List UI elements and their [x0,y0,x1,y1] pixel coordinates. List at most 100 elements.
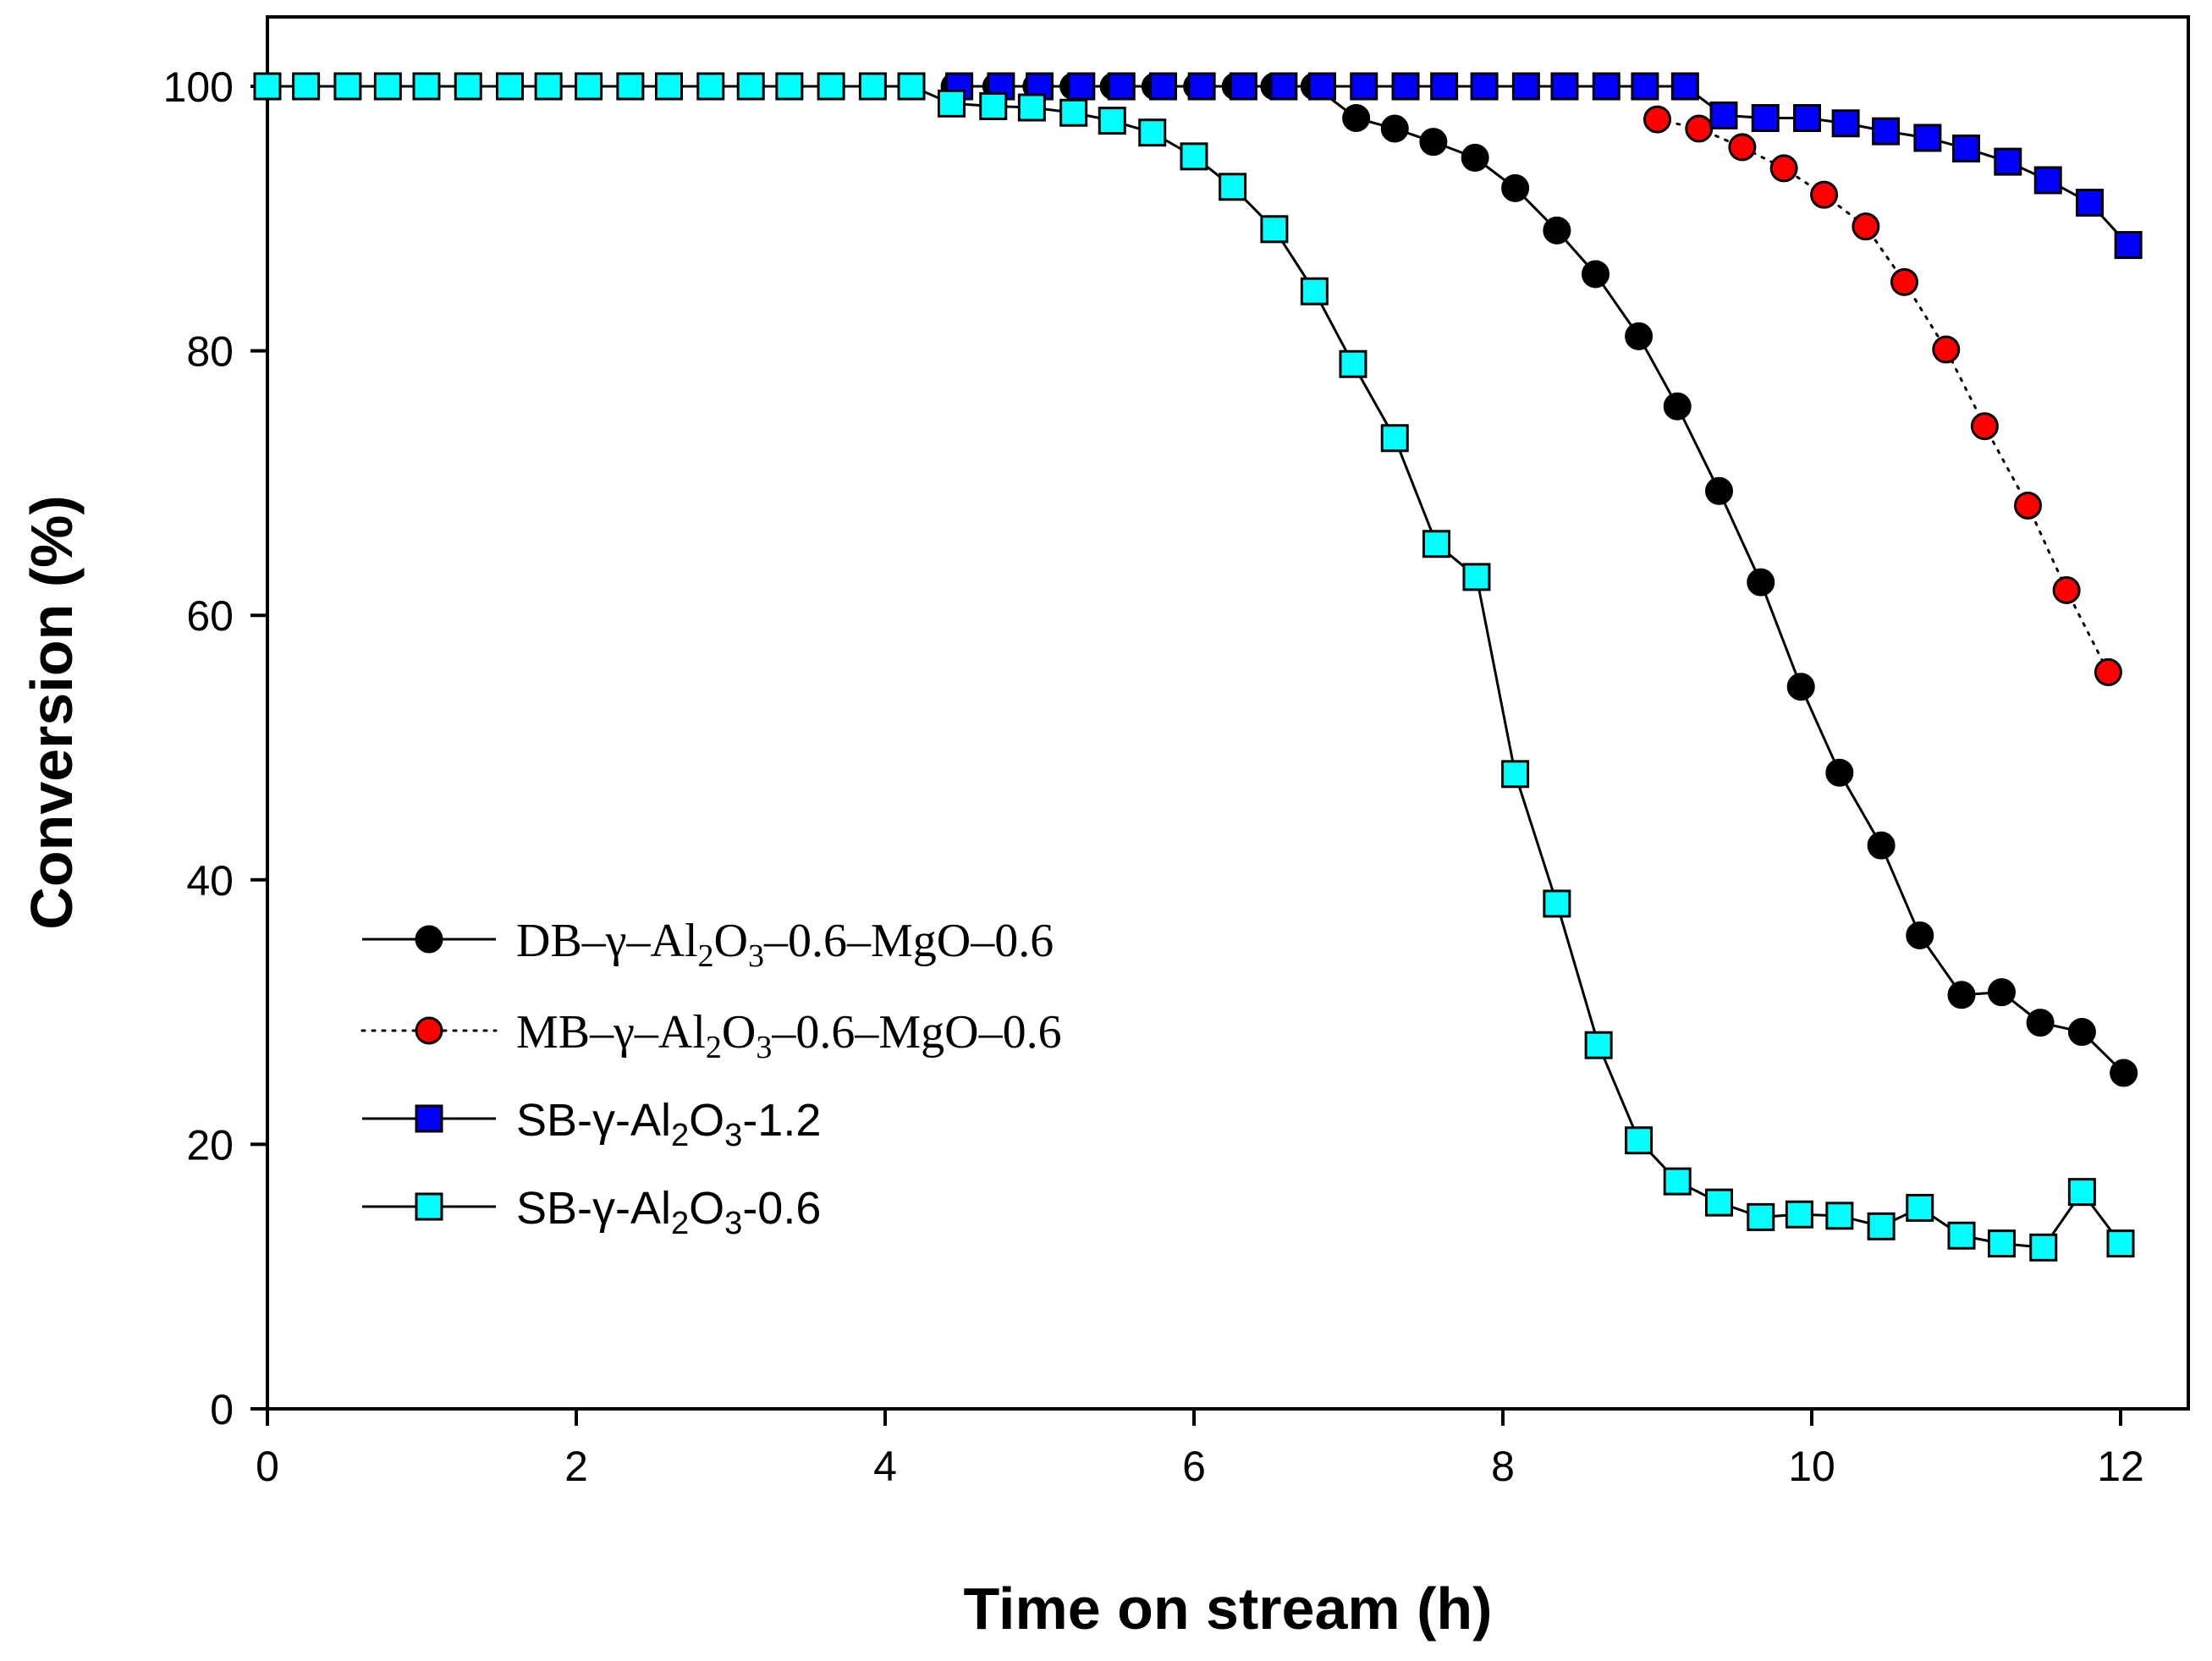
data-point [1067,72,1096,101]
legend-subscript: 2 [671,1206,689,1241]
data-point [1260,215,1289,244]
data-point [775,72,804,101]
series-line [955,85,2125,1075]
data-point [1970,412,1999,441]
data-point [2033,166,2062,195]
legend-text-part: SB-γ-Al [516,1095,671,1146]
data-point [1793,104,1822,133]
data-point [2052,576,2081,605]
data-point [1825,758,1854,787]
legend-text-part: O [689,1183,724,1234]
data-point [1952,134,1980,162]
data-point [253,72,282,101]
data-point [1307,72,1336,101]
data-point [1501,760,1530,789]
x-tick-label: 12 [2097,1443,2144,1490]
data-point [1187,72,1216,101]
legend-subscript: 3 [748,938,764,974]
data-point [1670,72,1699,101]
data-point [1461,143,1489,172]
data-point [1138,118,1167,147]
legend-text-part: O [689,1095,724,1146]
data-point [1747,568,1775,597]
legend-text-part: DB–γ–Al [516,915,698,967]
axes: 0 2 4 6 8 10 12 0 20 40 60 80 100 [163,63,2144,1490]
legend-marker [415,1016,443,1045]
data-point [1987,978,2016,1007]
legend-subscript: 2 [706,1030,722,1065]
data-point [1300,277,1329,305]
legend-marker [415,1104,443,1133]
data-point [1785,1200,1813,1229]
data-point [2110,1059,2138,1087]
data-point [1219,173,1247,201]
data-point [1462,563,1491,591]
data-point [1867,831,1896,860]
data-point [1380,424,1409,453]
data-point [655,72,683,101]
series-line [1656,118,2110,674]
data-point [2076,189,2104,217]
x-tick-label: 2 [564,1443,588,1490]
x-axis-title: Time on stream (h) [964,1576,1493,1642]
x-tick-label: 6 [1182,1443,1206,1490]
data-point [1994,147,2022,176]
legend-text-part: -1.2 [742,1095,821,1146]
data-point [817,72,845,101]
data-point [1728,133,1757,162]
data-point [1149,72,1177,101]
data-point [2094,657,2122,686]
data-point [1582,260,1609,289]
data-point [454,72,482,101]
data-point [1059,98,1088,127]
data-point [1229,72,1257,101]
legend-subscript: 2 [698,938,714,974]
data-point [1867,1212,1896,1240]
data-point [1631,72,1659,101]
data-point [1339,349,1367,378]
data-point [1643,105,1671,134]
x-tick-label: 4 [873,1443,897,1490]
data-point [2029,1233,2058,1262]
data-point [1747,1202,1775,1231]
legend-label: SB-γ-Al2O3-0.6 [516,1183,821,1241]
data-point [1709,101,1738,129]
series-db-al2o3-0-6-mgo-0-6 [940,72,2138,1087]
data-point [1511,72,1540,101]
y-tick-label: 0 [210,1386,234,1433]
legend-text-part: -0.6 [742,1183,821,1234]
data-point [1852,212,1880,241]
data-point [496,72,525,101]
x-tick-label: 0 [256,1443,279,1490]
legend-marker [415,1192,443,1221]
data-point [1913,124,1942,152]
data-point [1705,1188,1733,1217]
data-point [897,72,926,101]
data-point [2014,491,2042,520]
legend-text-part: SB-γ-Al [516,1183,671,1234]
y-axis-title: Conversion (%) [19,495,85,929]
data-point [1625,322,1653,350]
data-point [1987,1229,2016,1258]
legend-subscript: 3 [756,1030,772,1065]
data-point [1906,921,1934,949]
x-tick-label: 10 [1788,1443,1835,1490]
data-point [1501,173,1530,202]
legend-text-part: –0.6–MgO–0.6 [763,915,1054,967]
y-tick-label: 40 [186,857,234,905]
data-point [1769,154,1798,183]
legend-marker [415,925,443,954]
data-point [1625,1126,1653,1155]
data-point [1584,1031,1613,1059]
data-point [1663,1167,1692,1196]
data-point [1751,104,1780,133]
data-point [1947,981,1976,1009]
legend: DB–γ–Al2O3–0.6–MgO–0.6MB–γ–Al2O3–0.6–MgO… [360,915,1062,1241]
data-point [736,72,765,101]
legend-text-part: O [714,915,748,967]
y-tick-label: 60 [186,592,234,640]
y-tick-label: 100 [163,63,234,111]
data-point [1872,117,1901,146]
data-point [1685,114,1714,143]
data-point [1107,72,1136,101]
